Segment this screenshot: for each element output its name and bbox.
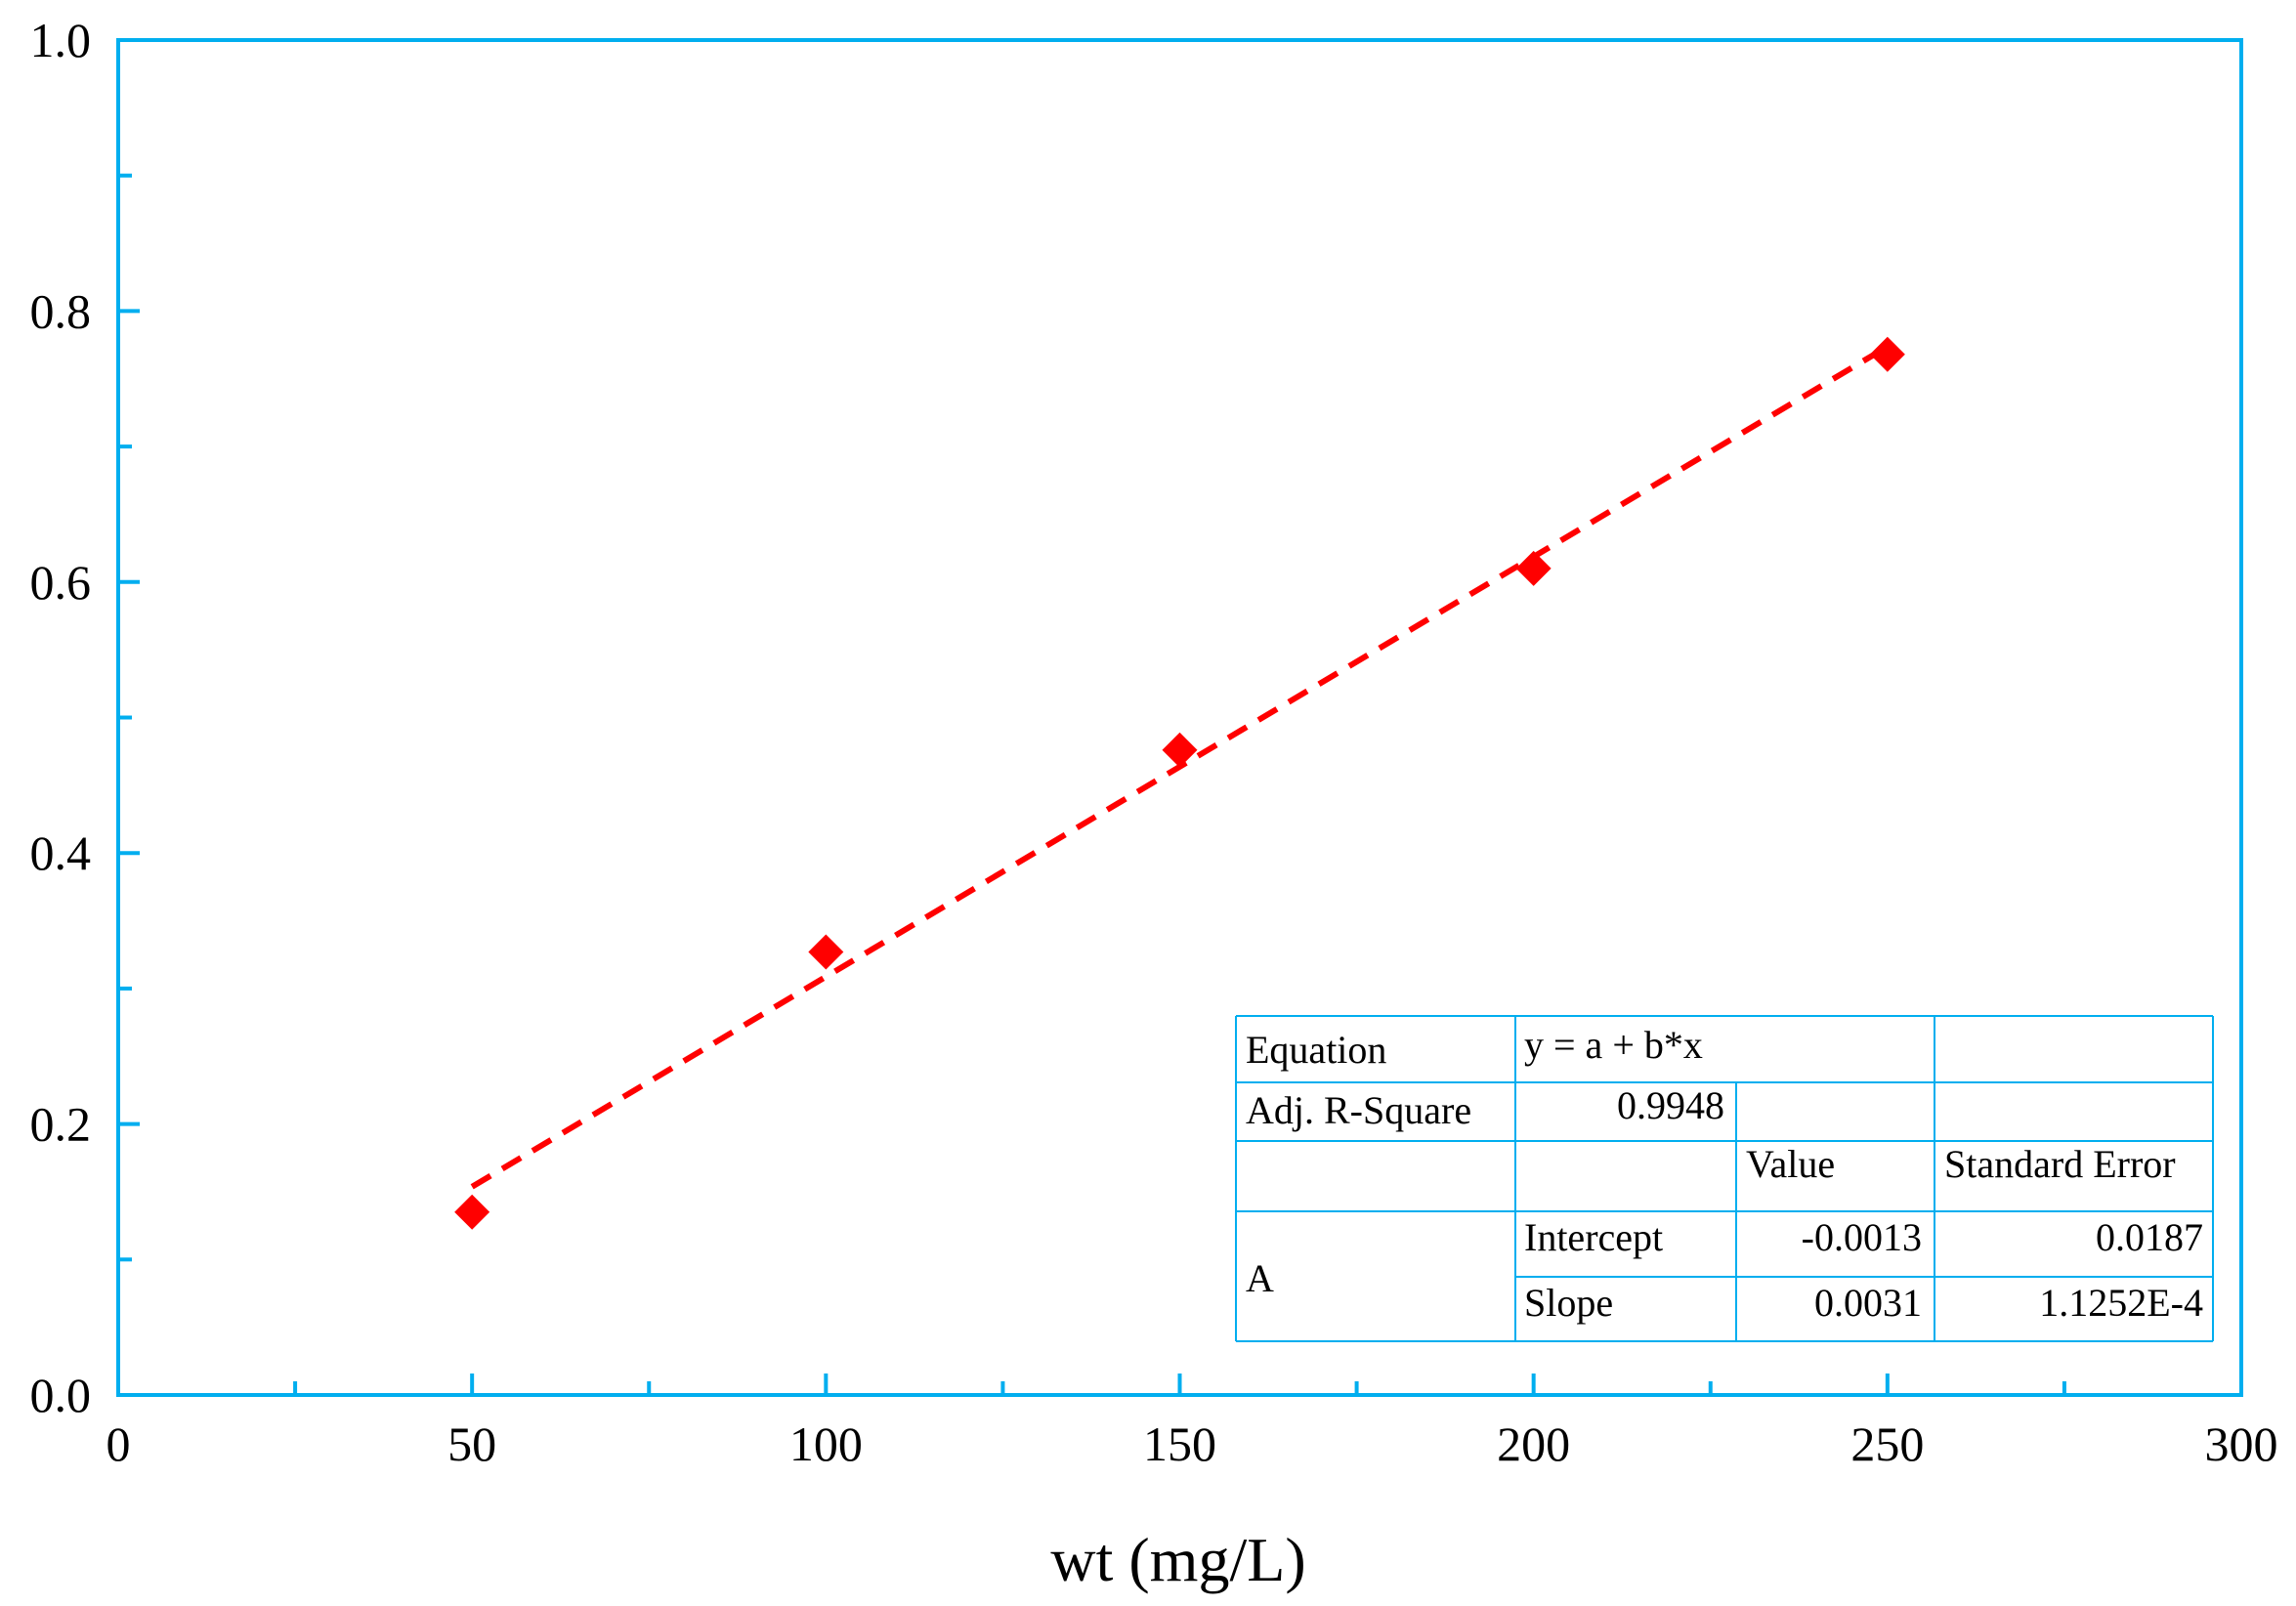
x-tick-label: 100 [789,1416,863,1471]
axis-tick-labels: 0 50 100 150 200 250 300 0.0 0.2 0.4 0.6 0.8 1.0 [30,13,2278,1471]
table-grid-lines [1235,1015,2214,1342]
data-points [454,336,1905,1230]
slope-stderr: 1.1252E-4 [2039,1281,2203,1325]
x-tick-label: 250 [1850,1416,1924,1471]
y-tick-label: 0.6 [30,555,92,610]
y-tick-label: 0.4 [30,825,92,880]
x-tick-label: 300 [2205,1416,2278,1471]
param-group-label: A [1246,1256,1274,1300]
data-point [454,1194,490,1230]
data-point [808,934,844,970]
y-tick-label: 0.0 [30,1368,92,1422]
intercept-label: Intercept [1524,1215,1663,1259]
slope-value: 0.0031 [1814,1281,1922,1325]
x-tick-label: 200 [1497,1416,1570,1471]
r2-label: Adj. R-Square [1246,1088,1471,1132]
data-point [1869,336,1905,372]
r2-value: 0.9948 [1617,1083,1724,1127]
stderr-header: Standard Error [1944,1142,2176,1186]
slope-label: Slope [1524,1281,1613,1325]
x-tick-label: 50 [447,1416,496,1471]
value-header: Value [1746,1142,1835,1186]
intercept-stderr: 0.0187 [2096,1215,2203,1259]
x-axis-title: wt (mg/L) [1050,1525,1305,1594]
x-tick-label: 0 [106,1416,131,1471]
data-point [1515,550,1552,586]
equation-label: Equation [1246,1028,1386,1072]
x-tick-label: 150 [1143,1416,1216,1471]
equation-value: y = a + b*x [1524,1023,1703,1067]
y-tick-label: 0.2 [30,1097,92,1152]
fit-results-table: Equation y = a + b*x Adj. R-Square 0.994… [1235,1015,2214,1342]
y-tick-label: 1.0 [30,13,92,67]
axis-ticks [116,38,2243,1397]
y-tick-label: 0.8 [30,283,92,338]
intercept-value: -0.0013 [1802,1215,1922,1259]
data-point [1162,732,1198,768]
